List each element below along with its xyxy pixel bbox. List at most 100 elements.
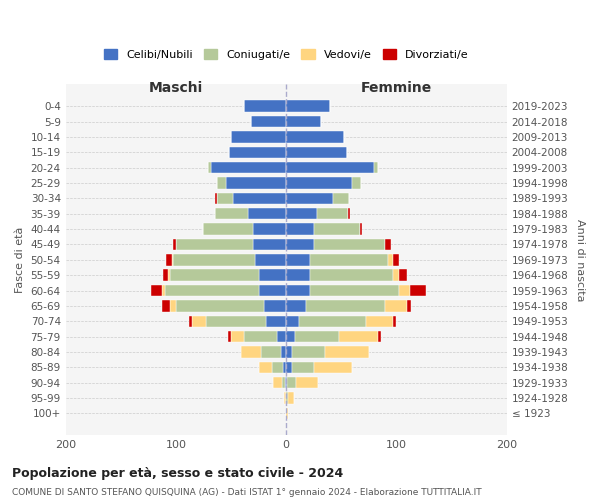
Bar [259, 270, 286, 281]
Bar [286, 377, 287, 388]
Bar [360, 224, 362, 235]
Bar [272, 362, 283, 373]
Text: COMUNE DI SANTO STEFANO QUISQUINA (AG) - Dati ISTAT 1° gennaio 2024 - Elaborazio: COMUNE DI SANTO STEFANO QUISQUINA (AG) -… [12, 488, 482, 497]
Bar [287, 377, 296, 388]
Bar [407, 300, 411, 312]
Bar [292, 362, 314, 373]
Bar [193, 316, 206, 327]
Bar [284, 392, 286, 404]
Bar [277, 331, 286, 342]
Bar [172, 254, 173, 266]
Bar [189, 316, 193, 327]
Bar [295, 331, 339, 342]
Text: Femmine: Femmine [361, 82, 432, 96]
Bar [310, 254, 388, 266]
Bar [286, 346, 292, 358]
Bar [286, 300, 306, 312]
Bar [385, 300, 407, 312]
Bar [170, 270, 259, 281]
Bar [173, 238, 176, 250]
Bar [226, 177, 286, 189]
Bar [166, 254, 172, 266]
Bar [325, 346, 369, 358]
Bar [286, 238, 314, 250]
Bar [339, 331, 378, 342]
Bar [292, 346, 325, 358]
Bar [217, 192, 233, 204]
Bar [352, 177, 361, 189]
Bar [248, 208, 286, 220]
Bar [229, 146, 286, 158]
Bar [266, 316, 286, 327]
Bar [283, 362, 286, 373]
Bar [385, 238, 391, 250]
Bar [314, 362, 352, 373]
Bar [286, 131, 344, 142]
Bar [253, 224, 286, 235]
Bar [306, 300, 385, 312]
Bar [378, 331, 381, 342]
Bar [393, 316, 397, 327]
Bar [393, 270, 398, 281]
Bar [176, 300, 264, 312]
Y-axis label: Fasce di età: Fasce di età [15, 226, 25, 293]
Bar [256, 254, 286, 266]
Bar [317, 208, 348, 220]
Bar [231, 131, 286, 142]
Bar [286, 362, 292, 373]
Bar [286, 254, 310, 266]
Bar [282, 377, 285, 388]
Bar [286, 331, 295, 342]
Bar [374, 162, 378, 173]
Bar [217, 177, 226, 189]
Bar [410, 285, 426, 296]
Bar [310, 270, 393, 281]
Bar [286, 100, 331, 112]
Bar [388, 254, 393, 266]
Bar [398, 270, 407, 281]
Bar [215, 192, 217, 204]
Bar [259, 285, 286, 296]
Bar [173, 254, 256, 266]
Bar [261, 346, 281, 358]
Bar [228, 331, 231, 342]
Bar [253, 238, 286, 250]
Y-axis label: Anni di nascita: Anni di nascita [575, 218, 585, 301]
Bar [289, 392, 294, 404]
Bar [259, 362, 272, 373]
Bar [296, 377, 318, 388]
Bar [170, 300, 176, 312]
Bar [286, 270, 310, 281]
Bar [393, 254, 398, 266]
Bar [176, 238, 253, 250]
Bar [286, 408, 289, 419]
Bar [286, 177, 352, 189]
Bar [286, 285, 310, 296]
Bar [310, 285, 398, 296]
Text: Popolazione per età, sesso e stato civile - 2024: Popolazione per età, sesso e stato civil… [12, 468, 343, 480]
Bar [286, 146, 347, 158]
Bar [286, 192, 332, 204]
Bar [208, 162, 211, 173]
Bar [203, 224, 253, 235]
Legend: Celibi/Nubili, Coniugati/e, Vedovi/e, Divorziati/e: Celibi/Nubili, Coniugati/e, Vedovi/e, Di… [100, 44, 473, 64]
Bar [348, 208, 350, 220]
Bar [161, 300, 170, 312]
Bar [314, 224, 360, 235]
Bar [215, 208, 248, 220]
Bar [398, 285, 410, 296]
Bar [244, 100, 286, 112]
Bar [314, 238, 385, 250]
Bar [286, 116, 322, 128]
Bar [165, 285, 259, 296]
Bar [241, 346, 261, 358]
Bar [206, 316, 266, 327]
Bar [168, 270, 170, 281]
Bar [151, 285, 161, 296]
Text: Maschi: Maschi [149, 82, 203, 96]
Bar [273, 377, 282, 388]
Bar [281, 346, 286, 358]
Bar [286, 224, 314, 235]
Bar [251, 116, 286, 128]
Bar [233, 192, 286, 204]
